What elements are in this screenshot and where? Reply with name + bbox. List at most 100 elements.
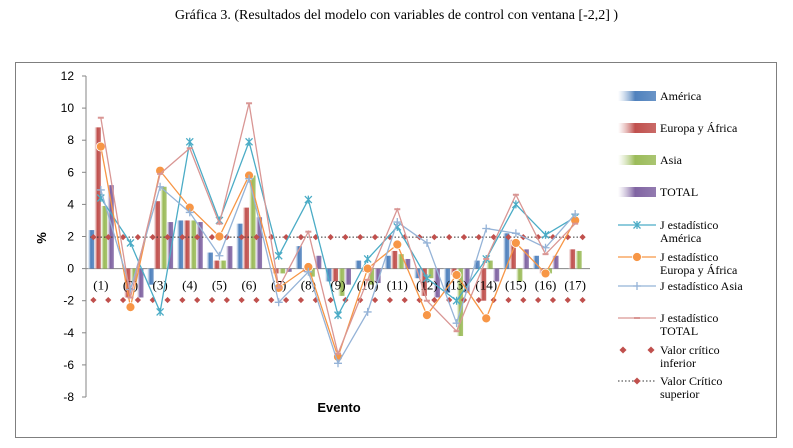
y-tick-label: 6: [67, 165, 74, 179]
critical-marker: [223, 296, 230, 304]
line-marker: [363, 307, 372, 316]
line-marker: [214, 231, 225, 242]
critical-marker: [371, 234, 379, 241]
line-marker: [510, 238, 521, 248]
critical-marker: [105, 296, 112, 304]
critical-marker: [164, 296, 171, 304]
critical-marker: [105, 234, 112, 241]
category-label: (15): [505, 278, 527, 293]
legend-label: superior: [660, 387, 699, 401]
bar-total: [225, 246, 233, 269]
critical-marker: [119, 234, 127, 241]
bar-asia: [338, 268, 345, 296]
y-tick-label: 0: [67, 262, 74, 276]
critical-marker: [194, 234, 201, 241]
bar-américa: [443, 268, 451, 293]
bar-asia: [189, 220, 197, 269]
bar-total: [522, 249, 529, 269]
bar-américa: [384, 255, 391, 269]
critical-marker: [549, 296, 557, 304]
bar-europa-y-áfrica: [331, 268, 338, 282]
critical-marker: [475, 234, 482, 241]
critical-marker: [238, 296, 245, 304]
legend-label: Asia: [660, 153, 683, 167]
bar-américa: [413, 268, 421, 279]
critical-marker: [208, 234, 216, 241]
line-marker: [511, 229, 520, 238]
line-marker: [304, 267, 313, 276]
bar-asia: [219, 260, 226, 269]
bar-asia: [486, 260, 493, 269]
line-marker: [451, 270, 462, 280]
line-marker: [392, 239, 403, 250]
critical-marker: [386, 296, 393, 304]
bar-américa: [236, 223, 243, 269]
legend-swatch: [619, 346, 627, 354]
bar-américa: [176, 220, 184, 269]
bar-asia: [397, 254, 404, 269]
critical-marker: [401, 296, 408, 304]
bar-europa-y-áfrica: [212, 260, 220, 269]
chart-frame: [15, 62, 777, 438]
category-label: (8): [301, 278, 316, 293]
legend-label: Valor crítico: [660, 343, 720, 357]
bar-europa-y-áfrica: [242, 207, 250, 269]
category-label: (4): [182, 278, 197, 293]
critical-marker: [357, 234, 364, 241]
critical-marker: [253, 234, 260, 241]
line-marker: [274, 298, 283, 307]
line-marker: [481, 313, 492, 324]
bar-europa-y-áfrica: [123, 268, 131, 298]
bar-total: [255, 217, 263, 269]
line-marker: [363, 254, 372, 263]
x-axis-label: Evento: [317, 400, 360, 415]
critical-marker: [90, 234, 97, 241]
bar-total: [463, 268, 470, 293]
bar-total: [166, 222, 174, 269]
bar-américa: [87, 230, 95, 269]
legend-label: J estadístico Asia: [660, 279, 743, 293]
line-marker: [633, 221, 641, 229]
legend-label: Europa y África: [660, 121, 738, 135]
critical-marker: [134, 296, 141, 304]
bar-américa: [206, 252, 213, 269]
critical-marker: [520, 296, 527, 304]
line-marker: [95, 141, 106, 152]
legend-label: J estadístico: [660, 218, 718, 232]
line-marker: [422, 238, 431, 247]
critical-marker: [535, 296, 542, 304]
bar-américa: [502, 233, 510, 269]
category-label: (6): [241, 278, 256, 293]
line-marker: [334, 359, 342, 368]
legend-label: J estadístico: [660, 311, 718, 325]
line-marker: [393, 218, 402, 227]
line-marker: [274, 251, 283, 260]
critical-marker: [564, 296, 571, 304]
critical-marker: [327, 296, 334, 304]
line-marker: [215, 251, 224, 260]
critical-marker: [297, 234, 305, 241]
y-tick-label: 2: [67, 230, 74, 244]
critical-marker: [149, 234, 156, 241]
bar-europa-y-áfrica: [153, 201, 161, 269]
line-marker: [571, 210, 580, 219]
bar-américa: [147, 268, 154, 285]
line-marker: [125, 302, 136, 313]
critical-marker: [283, 296, 290, 304]
category-label: (5): [212, 278, 227, 293]
bar-total: [552, 255, 559, 269]
category-label: (17): [564, 278, 586, 293]
bar-total: [107, 185, 114, 269]
critical-marker: [579, 234, 586, 241]
critical-marker: [119, 296, 127, 304]
category-label: (12): [416, 278, 438, 293]
critical-marker: [431, 234, 438, 241]
line-marker: [482, 224, 491, 233]
legend-label: TOTAL: [660, 185, 698, 199]
line-marker: [422, 310, 432, 321]
plot-area: 121086420-2-4-6-8(1)(2)(3)(4)(5)(6)(7)(8…: [61, 69, 590, 404]
critical-marker: [460, 234, 468, 241]
bar-total: [492, 268, 500, 282]
y-tick-label: -4: [63, 326, 74, 340]
